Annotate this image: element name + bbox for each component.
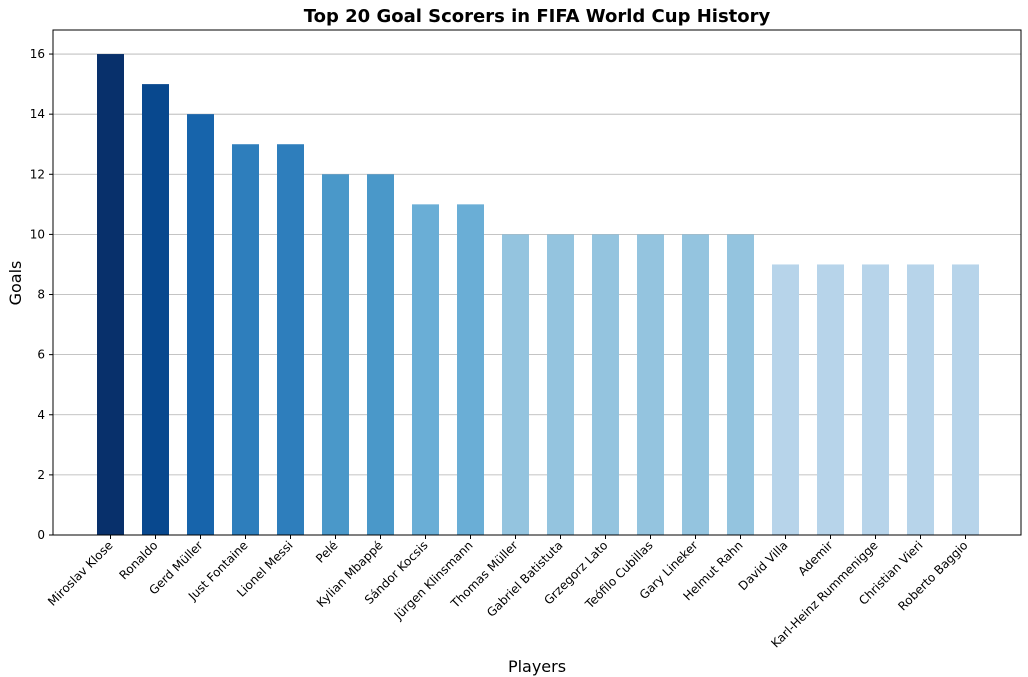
bar: [142, 84, 169, 535]
bar: [97, 54, 124, 536]
x-tick-label: Miroslav Klose: [45, 538, 116, 609]
bar: [682, 234, 709, 535]
bar: [952, 264, 979, 535]
y-tick-label: 10: [30, 227, 45, 241]
bar: [817, 264, 844, 535]
bar: [187, 114, 214, 536]
y-tick-label: 12: [30, 167, 45, 181]
y-tick-label: 16: [30, 47, 45, 61]
x-axis-label: Players: [508, 657, 566, 676]
y-axis-label: Goals: [6, 261, 25, 306]
bar: [277, 144, 304, 535]
x-tick-label: Ademir: [795, 538, 835, 578]
bar: [367, 174, 394, 536]
bar: [907, 264, 934, 535]
plot-frame: [52, 29, 1022, 536]
bar: [772, 264, 799, 535]
bar: [457, 204, 484, 535]
x-tick-label: Ronaldo: [116, 538, 160, 582]
bar: [727, 234, 754, 535]
bar: [412, 204, 439, 535]
bar: [322, 174, 349, 536]
y-tick-label: 14: [30, 107, 45, 121]
bar: [637, 234, 664, 535]
y-axis: 0 2 4 6 8 10 12 14 16: [30, 47, 53, 542]
x-tick-label: Pelé: [313, 538, 341, 566]
y-tick-label: 0: [37, 528, 45, 542]
bar: [862, 264, 889, 535]
y-tick-label: 6: [37, 348, 45, 362]
y-tick-label: 2: [37, 468, 45, 482]
bar: [547, 234, 574, 535]
x-tick-label: Gabriel Batistuta: [484, 538, 566, 620]
chart-title: Top 20 Goal Scorers in FIFA World Cup Hi…: [304, 6, 771, 27]
bars: [97, 54, 979, 536]
bar: [502, 234, 529, 535]
y-tick-label: 4: [37, 408, 45, 422]
bar: [592, 234, 619, 535]
y-tick-label: 8: [37, 288, 45, 302]
bar: [232, 144, 259, 535]
grid-lines: [53, 53, 1021, 476]
x-tick-label: Jürgen Klinsmann: [391, 538, 476, 623]
